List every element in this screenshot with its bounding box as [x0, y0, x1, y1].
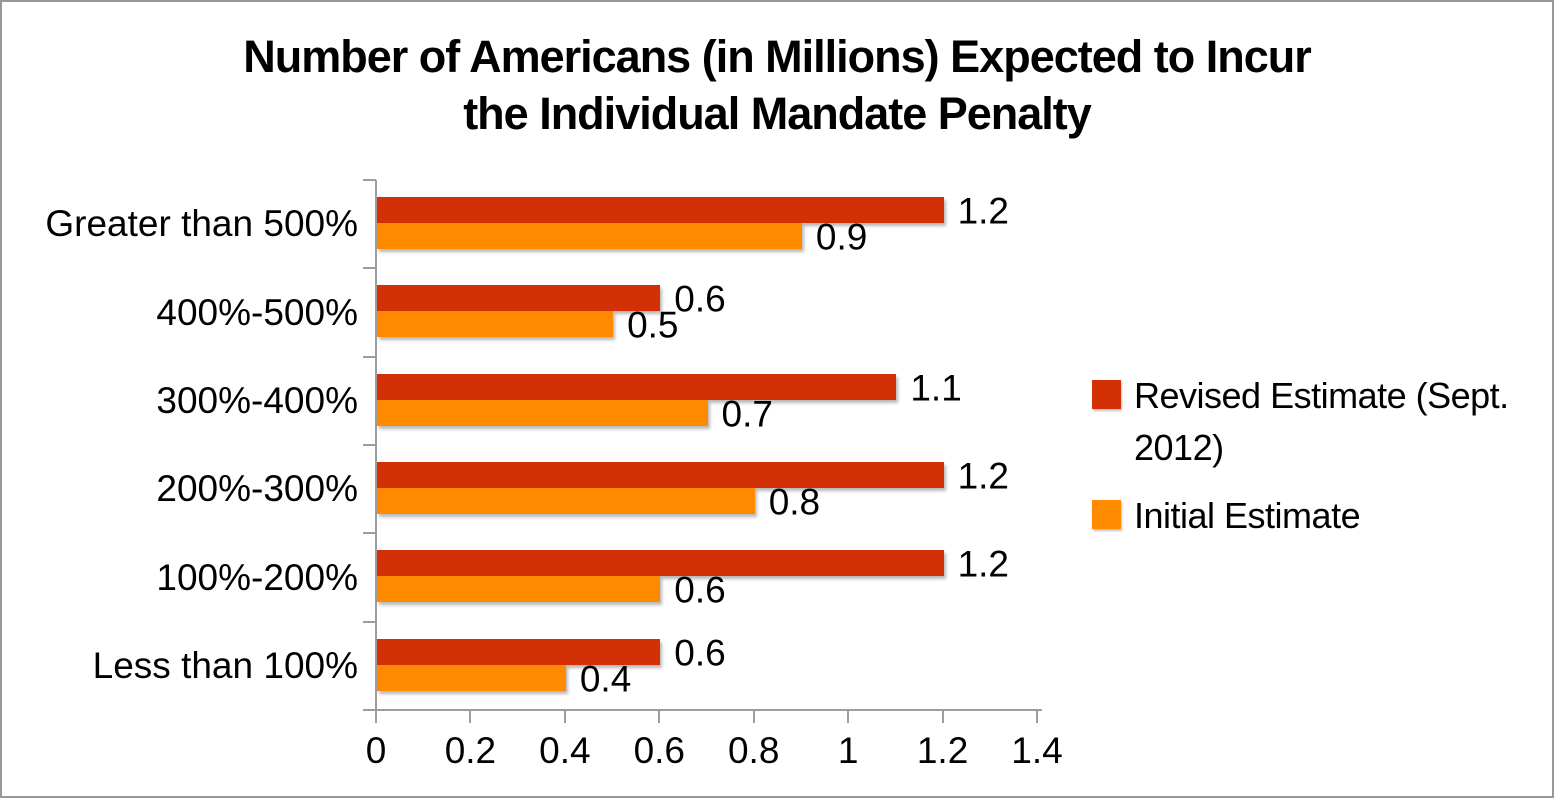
x-axis-tick: [941, 709, 944, 723]
value-label-revised: 0.6: [674, 278, 726, 320]
value-label-revised: 1.1: [910, 367, 962, 409]
y-axis-tick: [363, 179, 376, 181]
y-axis-tick: [363, 267, 376, 270]
y-axis-tick: [363, 532, 376, 535]
x-axis-tick: [752, 709, 755, 723]
legend-entry-revised: Revised Estimate (Sept. 2012): [1092, 370, 1509, 474]
x-tick-label: 0.8: [727, 730, 780, 771]
category-label: Less than 100%: [92, 644, 358, 686]
x-tick-label: 0: [365, 730, 387, 771]
x-tick-label: 1.2: [916, 730, 969, 771]
x-axis-tick: [563, 709, 566, 723]
x-tick-label: 0.4: [539, 730, 591, 771]
value-label-initial: 0.6: [674, 569, 726, 611]
y-axis-tick: [363, 709, 376, 711]
value-label-revised: 1.2: [957, 455, 1009, 497]
value-label-initial: 0.7: [721, 393, 773, 435]
legend-label-revised: Revised Estimate (Sept. 2012): [1134, 375, 1509, 468]
value-label-revised: 1.2: [957, 190, 1009, 232]
bar-initial: [377, 223, 802, 249]
category-label: 400%-500%: [156, 291, 358, 333]
y-axis-tick: [363, 620, 376, 623]
x-axis-tick: [469, 709, 472, 723]
bar-initial: [377, 576, 661, 603]
bar-revised: [377, 373, 897, 400]
legend-swatch-initial: [1092, 500, 1121, 529]
x-axis-tick: [658, 709, 661, 723]
x-axis-tick: [1036, 709, 1038, 723]
chart-title-line-2: the Individual Mandate Penalty: [463, 88, 1092, 139]
legend-label-initial: Initial Estimate: [1134, 495, 1361, 536]
legend-swatch-revised: [1092, 380, 1121, 409]
x-tick-label: 0.6: [633, 730, 685, 771]
legend-entry-initial: Initial Estimate: [1092, 490, 1509, 542]
bar-initial: [377, 311, 614, 338]
x-tick-label: 0.2: [444, 730, 497, 771]
value-label-initial: 0.5: [627, 304, 679, 346]
chart-title-line-1: Number of Americans (in Millions) Expect…: [243, 31, 1312, 82]
bar-revised: [377, 550, 944, 577]
value-label-initial: 0.9: [815, 216, 868, 258]
category-label: Greater than 500%: [45, 203, 358, 245]
bar-revised: [377, 638, 661, 665]
value-label-initial: 0.8: [768, 481, 821, 523]
chart-title: Number of Americans (in Millions) Expect…: [2, 28, 1552, 142]
category-label: 300%-400%: [156, 379, 358, 421]
x-axis-tick: [375, 709, 377, 723]
legend: Revised Estimate (Sept. 2012) Initial Esti…: [1092, 370, 1509, 542]
x-tick-label: 1.4: [1011, 730, 1063, 771]
y-axis-tick: [363, 355, 376, 358]
value-label-revised: 0.6: [674, 632, 726, 674]
bar-initial: [377, 664, 566, 691]
x-axis-line: [363, 709, 1042, 711]
bar-revised: [377, 285, 661, 312]
y-axis-line: [375, 180, 377, 710]
x-axis-tick: [847, 709, 850, 723]
x-tick-label: 1: [837, 730, 859, 771]
category-label: 100%-200%: [156, 556, 358, 598]
bar-revised: [377, 462, 944, 488]
value-label-initial: 0.4: [579, 658, 632, 700]
bar-initial: [377, 488, 755, 514]
y-axis-tick: [363, 444, 376, 446]
bar-initial: [377, 399, 708, 426]
value-label-revised: 1.2: [957, 543, 1009, 585]
bar-revised: [377, 197, 944, 223]
category-label: 200%-300%: [156, 468, 358, 510]
